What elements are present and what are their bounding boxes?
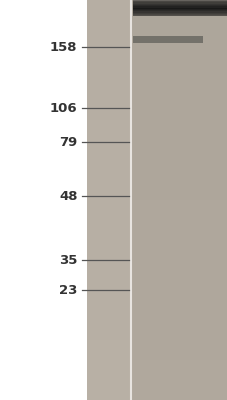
- Bar: [131, 40, 227, 60]
- Bar: [86, 360, 131, 380]
- Bar: [86, 100, 131, 120]
- Bar: [86, 160, 131, 180]
- Bar: [86, 180, 131, 200]
- Bar: [133, 36, 202, 43]
- Bar: [131, 200, 227, 220]
- Bar: [86, 300, 131, 320]
- Bar: [86, 340, 131, 360]
- Bar: [131, 80, 227, 100]
- Bar: [133, 14, 226, 15]
- Bar: [86, 60, 131, 80]
- Bar: [131, 360, 227, 380]
- Bar: [133, 0, 226, 1]
- Bar: [133, 4, 226, 5]
- Bar: [86, 0, 131, 400]
- Bar: [131, 0, 227, 20]
- Bar: [133, 9, 226, 10]
- Bar: [131, 320, 227, 340]
- Bar: [131, 340, 227, 360]
- Bar: [86, 280, 131, 300]
- Text: 106: 106: [50, 102, 77, 114]
- Bar: [131, 380, 227, 400]
- Bar: [133, 5, 226, 6]
- Bar: [131, 160, 227, 180]
- Bar: [86, 0, 131, 20]
- Bar: [131, 120, 227, 140]
- Bar: [86, 40, 131, 60]
- Bar: [131, 60, 227, 80]
- Bar: [133, 15, 226, 16]
- Bar: [133, 11, 226, 13]
- Bar: [86, 80, 131, 100]
- Bar: [133, 10, 226, 11]
- Bar: [131, 140, 227, 160]
- Bar: [131, 300, 227, 320]
- Bar: [133, 2, 226, 4]
- Bar: [0, 0, 86, 400]
- Bar: [133, 8, 226, 9]
- Bar: [133, 1, 226, 2]
- Bar: [86, 240, 131, 260]
- Text: 48: 48: [59, 190, 77, 202]
- Bar: [131, 280, 227, 300]
- Bar: [133, 13, 226, 14]
- Bar: [86, 380, 131, 400]
- Bar: [133, 6, 226, 8]
- Bar: [131, 220, 227, 240]
- Bar: [86, 220, 131, 240]
- Bar: [86, 260, 131, 280]
- Bar: [131, 240, 227, 260]
- Bar: [131, 100, 227, 120]
- Bar: [131, 180, 227, 200]
- Text: 158: 158: [50, 41, 77, 54]
- Bar: [131, 20, 227, 40]
- Text: 35: 35: [59, 254, 77, 266]
- Text: 79: 79: [59, 136, 77, 148]
- Bar: [131, 260, 227, 280]
- Bar: [86, 140, 131, 160]
- Bar: [86, 320, 131, 340]
- Bar: [86, 200, 131, 220]
- Text: 23: 23: [59, 284, 77, 296]
- Bar: [86, 120, 131, 140]
- Bar: [86, 20, 131, 40]
- Bar: [131, 0, 227, 400]
